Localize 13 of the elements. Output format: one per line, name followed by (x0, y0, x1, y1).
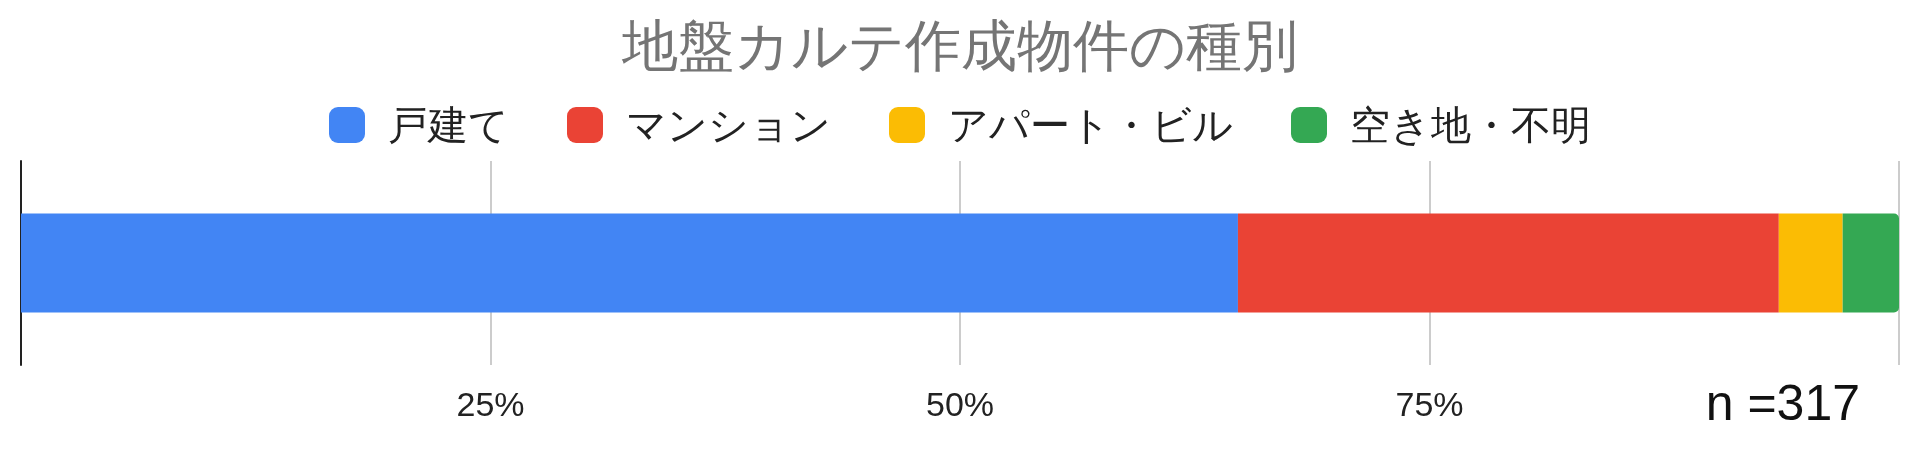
text: n =317 (1705, 375, 1861, 431)
legend-label: アパート・ビル (948, 103, 1233, 147)
x-tick-label: 75% (1395, 385, 1464, 423)
bar (21, 213, 1238, 313)
bar (1237, 213, 1779, 313)
legend-label: 戸建て (388, 103, 509, 147)
bar (1842, 213, 1899, 313)
legend-label: マンション (626, 103, 831, 147)
legend-label: 空き地・不明 (1350, 103, 1591, 147)
bar (1778, 213, 1843, 313)
chart-title: 地盤カルテ作成物件の種別 (621, 13, 1298, 77)
x-tick-label: 50% (925, 385, 995, 423)
x-tick-label: 25% (456, 385, 525, 423)
